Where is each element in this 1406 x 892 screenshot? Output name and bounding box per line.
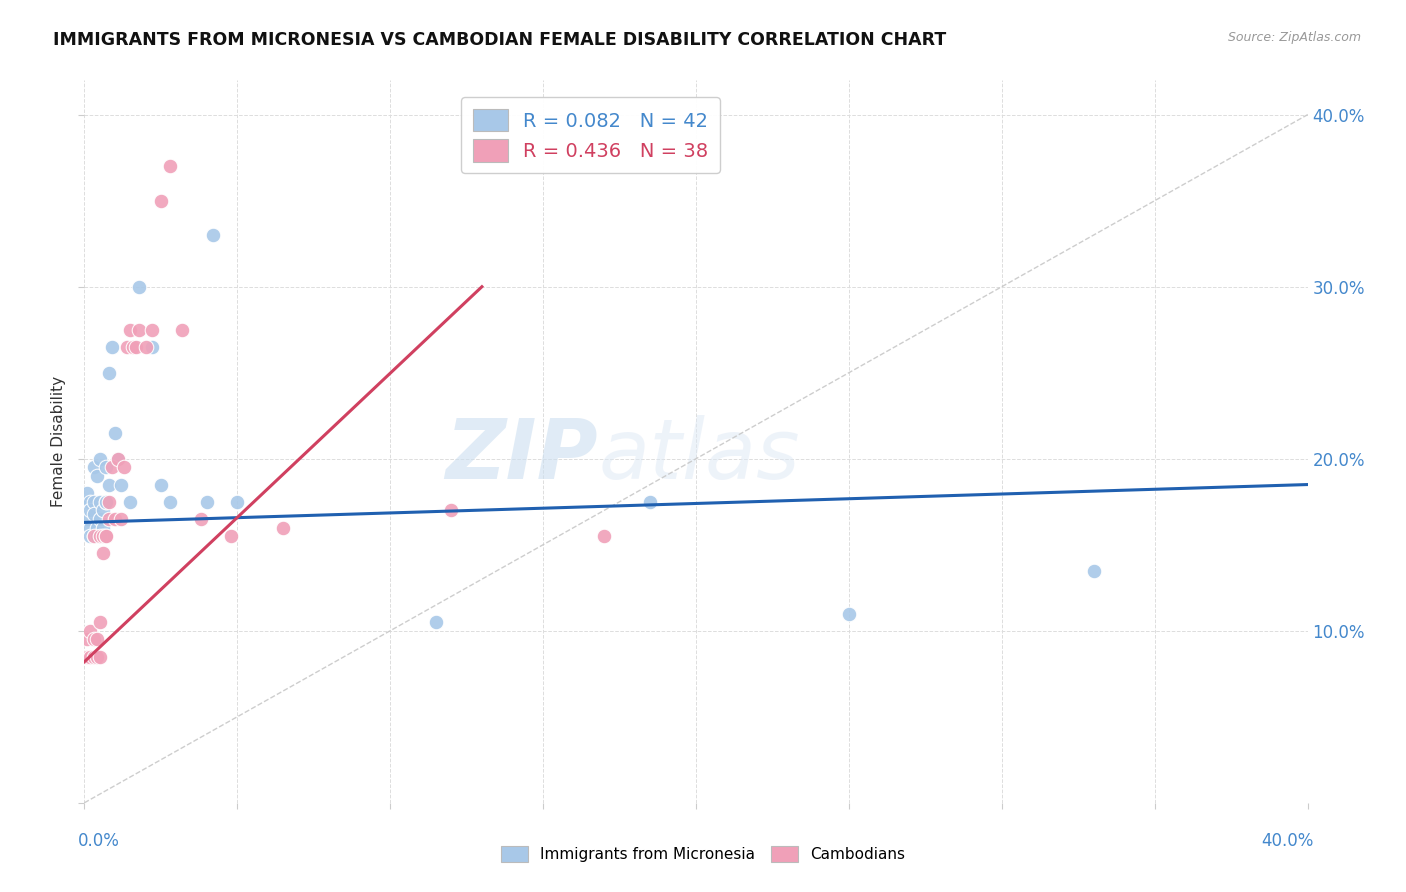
Point (115, 340, 138, 354)
Point (125, 340, 148, 354)
Point (79, 624, 101, 638)
Y-axis label: Female Disability: Female Disability (51, 376, 66, 508)
Point (190, 512, 212, 526)
Point (97, 512, 120, 526)
Text: atlas: atlas (598, 416, 800, 497)
Point (94, 494, 117, 508)
Point (83, 632, 105, 647)
Point (97, 366, 120, 380)
Point (107, 451, 129, 466)
Point (83, 494, 105, 508)
Text: ZIP: ZIP (446, 416, 598, 497)
Legend: Immigrants from Micronesia, Cambodians: Immigrants from Micronesia, Cambodians (495, 840, 911, 868)
Point (86, 469, 108, 483)
Point (91, 529, 114, 543)
Point (128, 323, 150, 337)
Point (135, 340, 157, 354)
Point (79, 503, 101, 517)
Point (141, 340, 163, 354)
Point (89, 649, 111, 664)
Point (112, 460, 135, 475)
Point (83, 649, 105, 664)
Point (89, 512, 111, 526)
Point (638, 494, 661, 508)
Point (79, 649, 101, 664)
Point (89, 494, 111, 508)
Point (107, 451, 129, 466)
Point (141, 323, 163, 337)
Text: IMMIGRANTS FROM MICRONESIA VS CAMBODIAN FEMALE DISABILITY CORRELATION CHART: IMMIGRANTS FROM MICRONESIA VS CAMBODIAN … (53, 31, 946, 49)
Point (593, 529, 616, 543)
Point (425, 615, 447, 630)
Point (120, 494, 142, 508)
Point (110, 512, 132, 526)
Text: Source: ZipAtlas.com: Source: ZipAtlas.com (1227, 31, 1361, 45)
Point (110, 477, 132, 491)
Legend: R = 0.082   N = 42, R = 0.436   N = 38: R = 0.082 N = 42, R = 0.436 N = 38 (461, 97, 720, 173)
Point (159, 494, 181, 508)
Point (89, 529, 111, 543)
Text: 0.0%: 0.0% (79, 832, 120, 850)
Point (83, 460, 105, 475)
Point (76, 649, 98, 664)
Point (86, 649, 108, 664)
Point (94, 494, 117, 508)
Point (91, 546, 114, 560)
Point (89, 451, 111, 466)
Point (104, 425, 127, 440)
Point (83, 529, 105, 543)
Point (201, 228, 224, 243)
Point (79, 520, 101, 534)
Point (172, 323, 194, 337)
Point (219, 529, 242, 543)
Point (195, 494, 218, 508)
Point (128, 279, 150, 293)
Point (440, 503, 463, 517)
Point (104, 512, 127, 526)
Point (91, 520, 114, 534)
Point (122, 340, 145, 354)
Point (91, 529, 114, 543)
Point (86, 529, 108, 543)
Point (149, 477, 172, 491)
Point (1083, 564, 1105, 578)
Point (159, 159, 181, 173)
Point (89, 529, 111, 543)
Text: 40.0%: 40.0% (1261, 832, 1313, 850)
Point (271, 520, 294, 534)
Point (83, 507, 105, 521)
Point (89, 615, 111, 630)
Point (76, 632, 98, 647)
Point (94, 529, 117, 543)
Point (101, 340, 124, 354)
Point (97, 494, 120, 508)
Point (79, 494, 101, 508)
Point (79, 529, 101, 543)
Point (97, 477, 120, 491)
Point (76, 486, 98, 500)
Point (83, 529, 105, 543)
Point (76, 494, 98, 508)
Point (226, 494, 249, 508)
Point (94, 460, 117, 475)
Point (86, 520, 108, 534)
Point (101, 460, 124, 475)
Point (86, 632, 108, 647)
Point (76, 512, 98, 526)
Point (149, 194, 172, 208)
Point (91, 503, 114, 517)
Point (94, 529, 117, 543)
Point (120, 323, 142, 337)
Point (838, 607, 860, 621)
